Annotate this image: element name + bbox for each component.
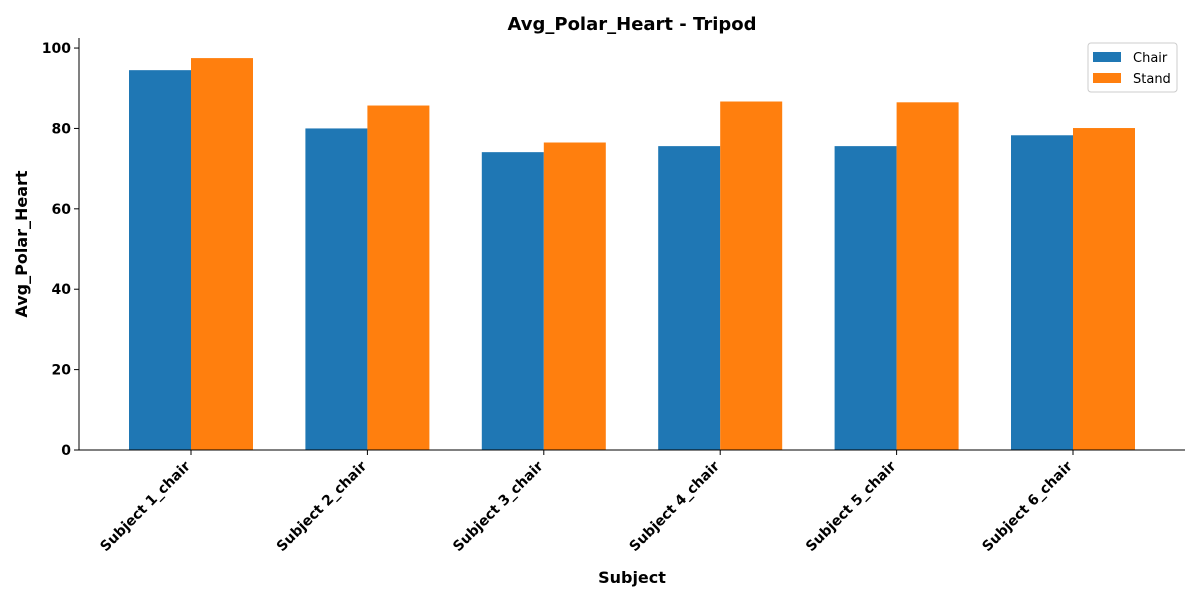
bar-chair-5	[834, 146, 897, 450]
x-tick-label: Subject 1_chair	[97, 458, 194, 555]
x-axis-ticks: Subject 1_chair Subject 2_chair Subject 3_…	[97, 450, 1076, 555]
bar-chair-3	[481, 152, 544, 450]
y-tick-label: 60	[52, 202, 72, 218]
y-tick-label: 80	[52, 121, 72, 137]
legend-swatch-stand	[1093, 73, 1121, 83]
x-tick-label: Subject 3_chair	[450, 458, 547, 555]
y-tick-label: 40	[52, 282, 72, 298]
y-axis-label: Avg_Polar_Heart	[12, 170, 31, 318]
y-tick-label: 20	[52, 363, 72, 379]
bar-stand-2	[367, 105, 430, 450]
bar-stand-3	[543, 142, 606, 450]
bar-stand-1	[191, 58, 253, 450]
x-tick-label: Subject 4_chair	[627, 458, 724, 555]
bar-chair-2	[305, 128, 368, 450]
y-tick-label: 0	[61, 443, 71, 459]
legend-items: Chair Stand	[1093, 51, 1171, 87]
bar-chair-6	[1011, 135, 1073, 450]
bar-chair-4	[658, 146, 721, 450]
legend-label-stand: Stand	[1133, 72, 1171, 87]
x-tick-label: Subject 2_chair	[274, 458, 371, 555]
y-tick-label: 100	[42, 41, 71, 57]
x-axis-label: Subject	[598, 568, 666, 587]
bar-stand-5	[896, 102, 959, 450]
legend: Chair Stand	[1087, 42, 1178, 93]
bar-stand-4	[720, 101, 783, 450]
chart-title: Avg_Polar_Heart - Tripod	[507, 14, 756, 35]
bar-chair-1	[129, 70, 191, 450]
bars-layer	[129, 58, 1135, 450]
legend-swatch-chair	[1093, 52, 1121, 62]
x-tick-label: Subject 5_chair	[803, 458, 900, 555]
bar-stand-6	[1073, 128, 1135, 450]
legend-label-chair: Chair	[1133, 51, 1168, 66]
y-axis-ticks: 0 20 40 60 80 100	[42, 41, 79, 459]
x-tick-label: Subject 6_chair	[979, 458, 1076, 555]
